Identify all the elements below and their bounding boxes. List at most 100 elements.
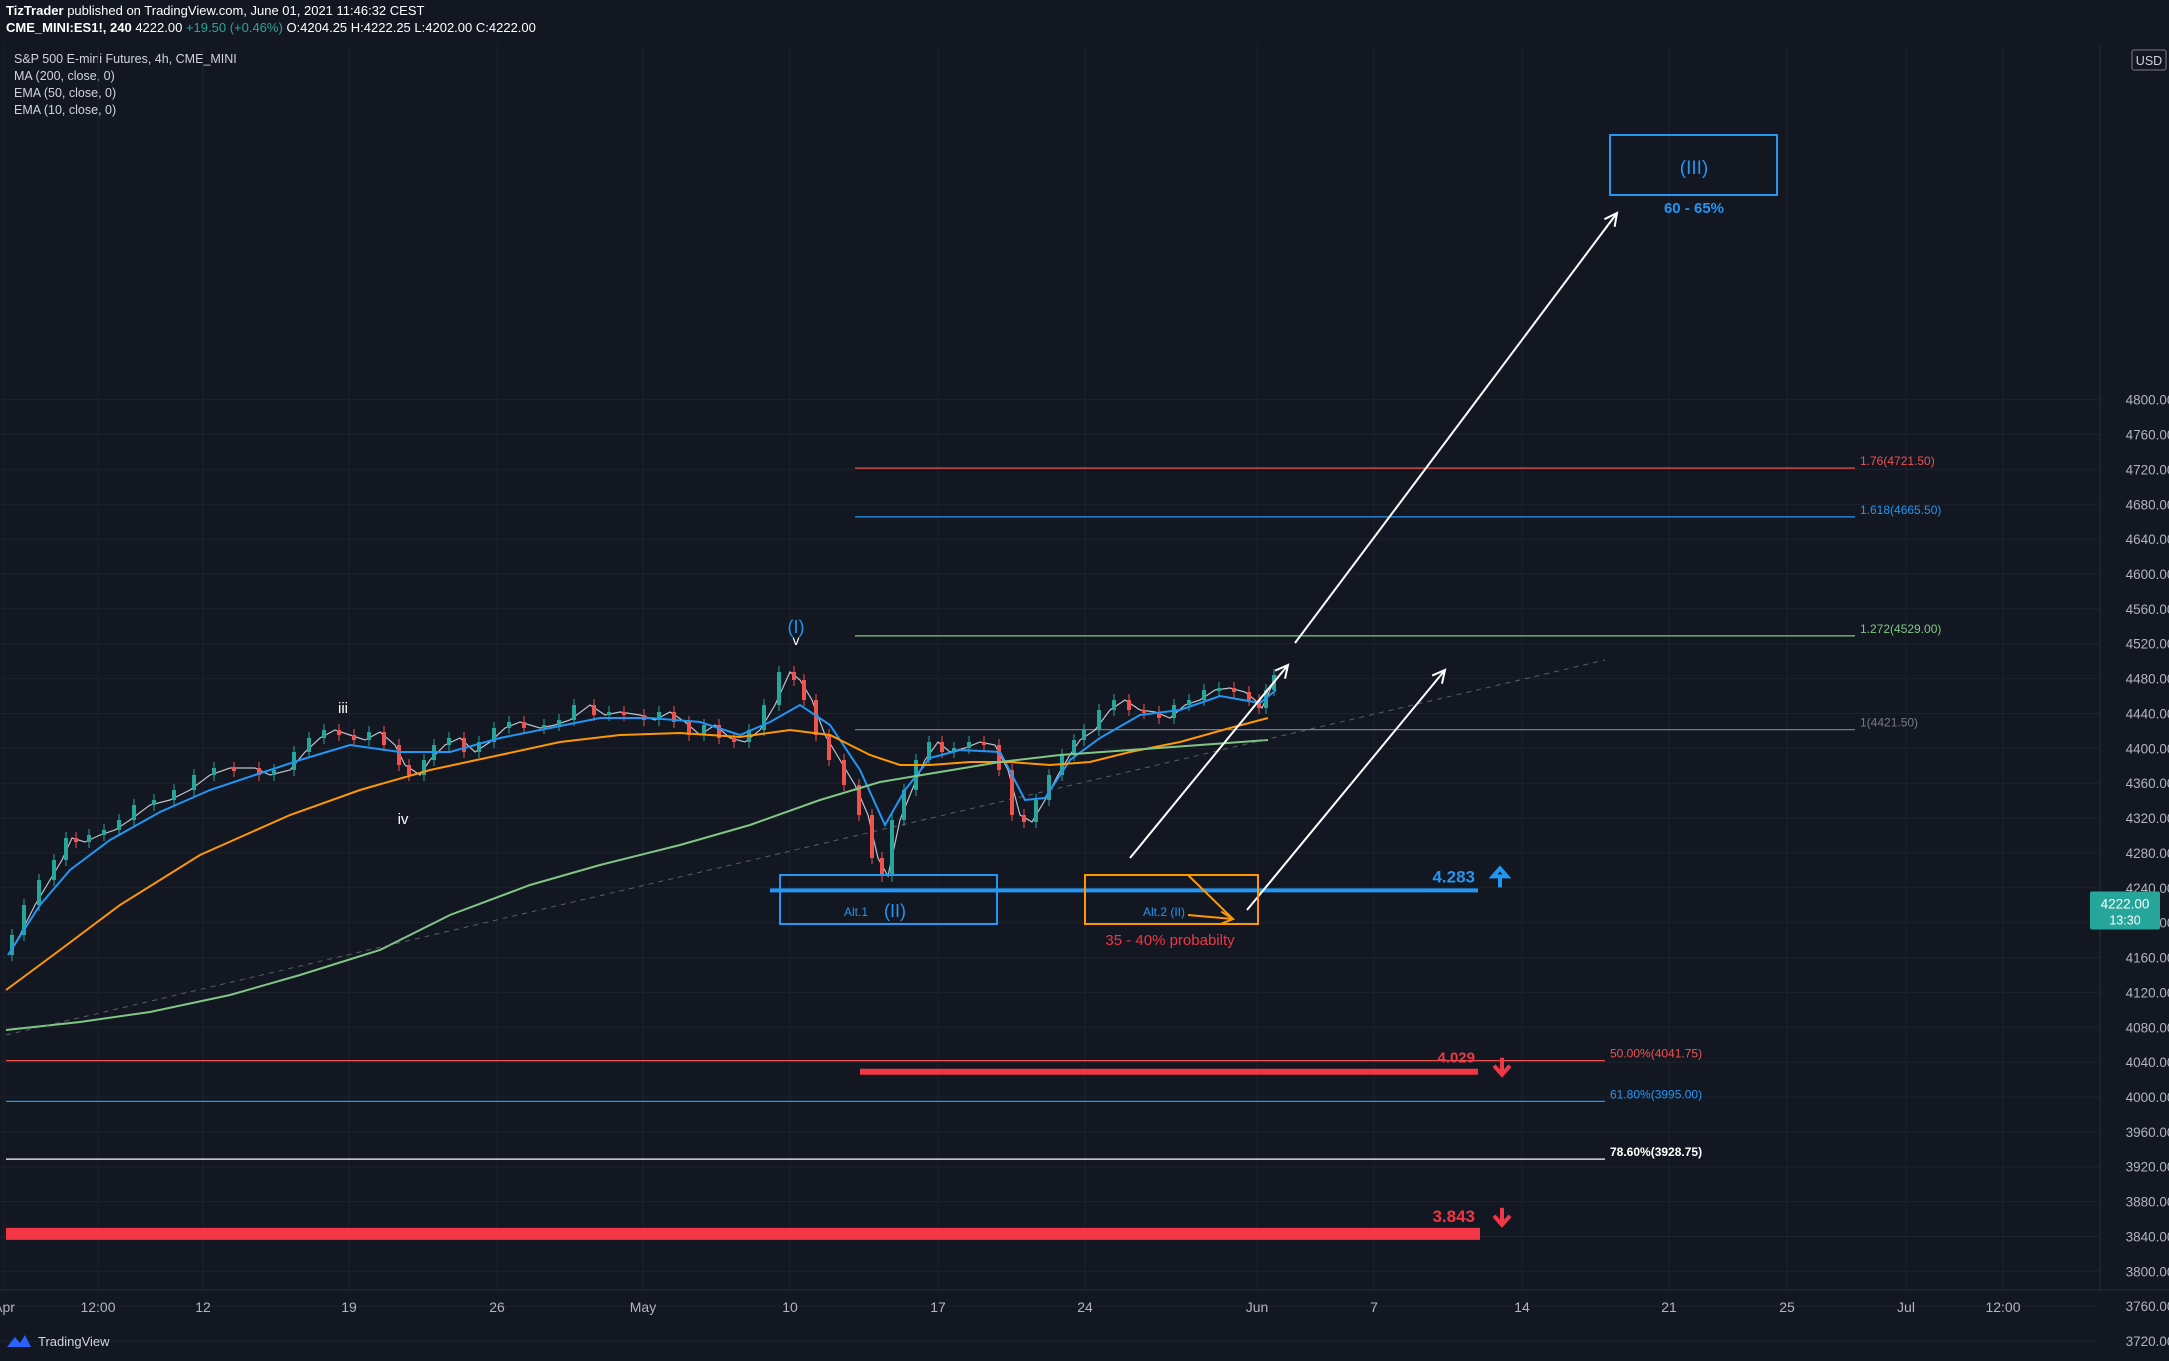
price-tick-label: 3880.00 bbox=[2126, 1195, 2169, 1210]
trend-line bbox=[5, 659, 1606, 1036]
time-tick-label: 19 bbox=[341, 1299, 357, 1315]
price-tick-label: 3960.00 bbox=[2126, 1125, 2169, 1140]
ma200-line bbox=[5, 739, 1269, 1031]
price-tick-label: 4160.00 bbox=[2126, 951, 2169, 966]
last-price: 4222.00 bbox=[135, 20, 183, 35]
indicator-ma200[interactable]: MA (200, close, 0) bbox=[14, 69, 115, 83]
countdown-label: 13:30 bbox=[2109, 913, 2140, 927]
arrow-alt2-path bbox=[1246, 669, 1446, 911]
target-probability-label: 60 - 65% bbox=[1664, 200, 1724, 217]
series-title[interactable]: S&P 500 E-mini Futures, 4h, CME_MINI bbox=[14, 52, 237, 66]
price-tick-label: 4360.00 bbox=[2126, 776, 2169, 791]
fib-label: 1.76(4721.50) bbox=[1860, 454, 1935, 468]
price-tick-label: 4320.00 bbox=[2126, 811, 2169, 826]
price-tick-label: 4000.00 bbox=[2126, 1090, 2169, 1105]
price-change: +19.50 (+0.46%) bbox=[185, 20, 283, 35]
arrow-to-target bbox=[1294, 212, 1618, 644]
chart-grid bbox=[0, 45, 2100, 1342]
price-tick-label: 4800.00 bbox=[2126, 393, 2169, 408]
time-tick-label: 12:00 bbox=[80, 1299, 115, 1315]
price-tick-label: 4640.00 bbox=[2126, 532, 2169, 547]
alt2-probability-label: 35 - 40% probabilty bbox=[1105, 932, 1235, 949]
time-tick-label: 12 bbox=[195, 1299, 211, 1315]
wave-iv-small-label: iv bbox=[398, 811, 409, 828]
price-tick-label: 4520.00 bbox=[2126, 637, 2169, 652]
time-tick-label: Apr bbox=[0, 1299, 15, 1315]
tradingview-icon bbox=[7, 1335, 31, 1347]
fib-label: 61.80%(3995.00) bbox=[1610, 1087, 1702, 1101]
resistance-up-arrow-icon bbox=[1488, 865, 1512, 888]
alt2-diagonal bbox=[1187, 874, 1234, 920]
wave-ii-label: (II) bbox=[884, 901, 906, 921]
publisher-name: TizTrader bbox=[6, 3, 64, 18]
low-support-label: 3.843 bbox=[1432, 1207, 1475, 1226]
fib-label: 78.60%(3928.75) bbox=[1610, 1145, 1702, 1159]
chart-axes: 4800.00 4760.00 4720.00 4680.00 4640.00 4600.… bbox=[0, 45, 2169, 1349]
tradingview-logo[interactable]: TradingView bbox=[6, 1333, 110, 1349]
close-label: C: bbox=[475, 20, 489, 35]
resistance-label: 4.283 bbox=[1432, 867, 1475, 886]
arrow-alt1-path bbox=[1129, 664, 1289, 859]
indicator-ema10[interactable]: EMA (10, close, 0) bbox=[14, 103, 117, 117]
price-tick-label: 4440.00 bbox=[2126, 706, 2169, 721]
price-tick-label: 4680.00 bbox=[2126, 497, 2169, 512]
current-price-tag bbox=[2090, 891, 2160, 930]
fib-label: 1(4421.50) bbox=[1860, 716, 1918, 730]
alt1-box bbox=[779, 874, 998, 925]
price-tick-label: 4040.00 bbox=[2126, 1055, 2169, 1070]
time-tick-label: 24 bbox=[1077, 1299, 1093, 1315]
annotations: 4.283 4.029 3.843 (III) 60 - 65% (I)v iii iv Alt… bbox=[6, 134, 1778, 1240]
alt2-box bbox=[1084, 874, 1259, 925]
price-tick-label: 4560.00 bbox=[2126, 602, 2169, 617]
high-value: 4222.25 bbox=[363, 20, 411, 35]
low-label: L: bbox=[414, 20, 426, 35]
price-tick-label: 4280.00 bbox=[2126, 846, 2169, 861]
time-tick-label: 7 bbox=[1370, 1299, 1378, 1315]
arrow-to-target-head bbox=[1603, 211, 1619, 227]
low-value: 4202.00 bbox=[425, 20, 473, 35]
price-tick-label: 4600.00 bbox=[2126, 567, 2169, 582]
price-tick-label: 4120.00 bbox=[2126, 985, 2169, 1000]
time-tick-label: 25 bbox=[1779, 1299, 1795, 1315]
currency-label: USD bbox=[2136, 54, 2162, 68]
time-tick-label: Jul bbox=[1897, 1299, 1915, 1315]
time-tick-label: 12:00 bbox=[1985, 1299, 2020, 1315]
arrow-alt2-path-head bbox=[1431, 668, 1447, 684]
support-down-arrow-icon bbox=[1492, 1057, 1512, 1078]
time-tick-label: 10 bbox=[782, 1299, 798, 1315]
ema50-line bbox=[5, 717, 1269, 991]
symbol: CME_MINI:ES1!, 240 bbox=[6, 20, 132, 35]
time-tick-label: May bbox=[630, 1299, 656, 1315]
support-label: 4.029 bbox=[1437, 1050, 1475, 1067]
low-support-down-arrow-icon bbox=[1492, 1207, 1512, 1228]
price-tick-label: 4760.00 bbox=[2126, 428, 2169, 443]
time-tick-label: 14 bbox=[1514, 1299, 1530, 1315]
price-tick-label: 3840.00 bbox=[2126, 1229, 2169, 1244]
tradingview-label: TradingView bbox=[38, 1333, 110, 1349]
alt2-arrow bbox=[1187, 914, 1234, 920]
alt1-label: Alt.1 bbox=[844, 905, 868, 919]
open-value: 4204.25 bbox=[300, 20, 348, 35]
wave-i-label: (I) bbox=[788, 617, 805, 637]
time-tick-label: 26 bbox=[489, 1299, 505, 1315]
price-tick-label: 3800.00 bbox=[2126, 1264, 2169, 1279]
open-label: O: bbox=[286, 20, 301, 35]
close-value: 4222.00 bbox=[488, 20, 536, 35]
publish-info: TizTrader published on TradingView.com, … bbox=[6, 3, 424, 18]
fib-label: 1.272(4529.00) bbox=[1860, 622, 1941, 636]
indicator-ema50[interactable]: EMA (50, close, 0) bbox=[14, 86, 117, 100]
price-tick-label: 3720.00 bbox=[2126, 1334, 2169, 1349]
price-tick-label: 4720.00 bbox=[2126, 462, 2169, 477]
time-tick-label: Jun bbox=[1246, 1299, 1269, 1315]
low-support-band bbox=[6, 1227, 1480, 1240]
currency-badge bbox=[2131, 49, 2167, 71]
fib-levels: 1.76(4721.50) 1.618(4665.50) 1.272(4529.00… bbox=[6, 454, 1941, 1160]
fib-label: 1.618(4665.50) bbox=[1860, 503, 1941, 517]
chart-series bbox=[5, 659, 1606, 1036]
price-tick-label: 4080.00 bbox=[2126, 1020, 2169, 1035]
current-price-label: 4222.00 bbox=[2101, 896, 2150, 911]
wave-iii-target-box bbox=[1609, 134, 1778, 196]
time-tick-label: 17 bbox=[930, 1299, 946, 1315]
published-text: published on TradingView.com, June 01, 2… bbox=[67, 3, 425, 18]
